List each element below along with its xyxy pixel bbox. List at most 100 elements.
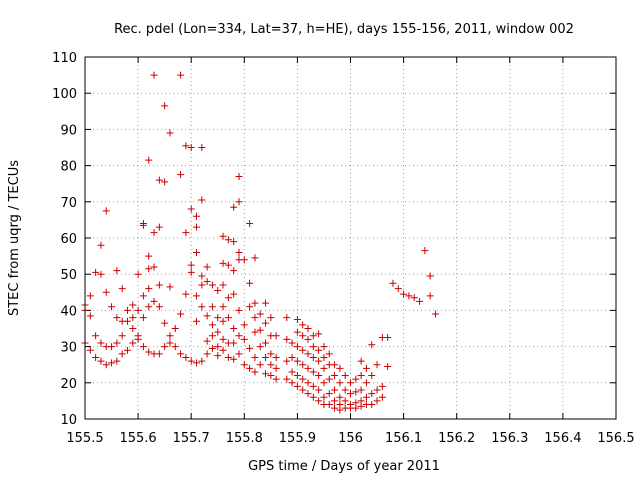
- data-point-marker: [166, 129, 174, 137]
- data-point-marker: [309, 368, 317, 376]
- data-point-marker: [315, 346, 323, 354]
- data-point-marker: [315, 397, 323, 405]
- data-point-marker: [246, 344, 254, 352]
- data-point-marker: [325, 350, 333, 358]
- data-point-marker: [113, 339, 121, 347]
- data-point-marker: [368, 341, 376, 349]
- data-point-marker: [336, 393, 344, 401]
- data-point-marker: [86, 346, 94, 354]
- data-point-marker: [145, 285, 153, 293]
- data-point-marker: [288, 353, 296, 361]
- y-axis-ticks: 10 20 30 40 50 60 70 80 90 100 110: [52, 51, 616, 428]
- data-point-marker: [304, 379, 312, 387]
- data-point-marker: [198, 281, 206, 289]
- data-point-marker: [224, 261, 232, 269]
- x-tick-label: 155.6: [119, 431, 156, 446]
- data-point-marker: [224, 294, 232, 302]
- data-point-marker: [129, 314, 137, 322]
- y-tick-label: 90: [60, 123, 77, 138]
- data-point-marker: [347, 390, 354, 398]
- data-point-marker: [150, 71, 158, 79]
- data-point-marker: [198, 144, 206, 151]
- data-point-marker: [426, 272, 434, 280]
- data-point-marker: [219, 335, 227, 343]
- data-point-marker: [102, 207, 110, 215]
- data-point-marker: [187, 261, 195, 269]
- data-point-marker: [198, 357, 206, 365]
- x-tick-label: 155.8: [226, 431, 263, 446]
- data-point-marker: [134, 270, 142, 278]
- y-tick-label: 100: [52, 87, 77, 102]
- data-point-marker: [235, 198, 243, 206]
- data-point-marker: [315, 357, 323, 365]
- data-point-marker: [246, 220, 254, 228]
- x-tick-label: 156.2: [438, 431, 475, 446]
- data-point-marker: [108, 359, 116, 367]
- data-point-marker: [240, 335, 248, 343]
- data-point-marker: [272, 353, 280, 361]
- data-point-marker: [299, 346, 307, 354]
- data-point-marker: [145, 348, 153, 356]
- data-point-marker: [177, 310, 185, 318]
- data-point-marker: [150, 263, 158, 271]
- data-point-marker: [161, 343, 169, 351]
- data-point-marker: [145, 265, 153, 273]
- x-tick-label: 156.5: [597, 431, 634, 446]
- data-point-marker: [320, 364, 328, 372]
- data-point-marker: [352, 375, 360, 383]
- data-point-marker: [336, 379, 344, 387]
- data-point-marker: [113, 314, 121, 322]
- data-point-marker: [108, 303, 116, 311]
- data-point-marker: [262, 319, 270, 327]
- x-axis-ticks: 155.5 155.6 155.7 155.8 155.9 156 156.1 156.2 15…: [66, 57, 635, 446]
- data-point-marker: [325, 390, 333, 398]
- x-tick-label: 155.9: [279, 431, 316, 446]
- data-point-marker: [320, 393, 328, 401]
- data-point-marker: [240, 321, 248, 329]
- data-point-marker: [166, 339, 174, 347]
- data-point-marker: [208, 344, 216, 352]
- data-point-marker: [118, 332, 126, 340]
- data-point-marker: [267, 372, 275, 380]
- data-point-marker: [214, 328, 222, 336]
- data-point-marker: [267, 314, 275, 322]
- data-point-marker: [293, 315, 301, 323]
- data-point-marker: [155, 303, 163, 311]
- data-point-marker: [92, 353, 100, 361]
- data-point-marker: [283, 375, 291, 383]
- data-point-marker: [145, 252, 153, 260]
- data-point-marker: [208, 321, 216, 329]
- data-point-marker: [97, 339, 105, 347]
- data-point-marker: [352, 388, 360, 396]
- data-point-marker: [161, 102, 169, 110]
- data-point-marker: [283, 357, 291, 365]
- data-point-marker: [235, 248, 243, 256]
- data-point-marker: [224, 314, 232, 322]
- data-point-marker: [267, 350, 275, 358]
- data-point-marker: [208, 332, 216, 340]
- data-point-marker: [336, 364, 344, 372]
- data-point-marker: [219, 303, 227, 311]
- data-point-marker: [187, 357, 195, 365]
- data-point-marker: [240, 361, 248, 369]
- data-point-marker: [325, 401, 333, 409]
- data-point-marker: [272, 332, 280, 340]
- x-tick-label: 156: [338, 431, 363, 446]
- data-point-marker: [193, 317, 201, 325]
- data-point-marker: [92, 332, 100, 340]
- data-point-marker: [219, 281, 227, 289]
- data-point-marker: [134, 306, 142, 314]
- y-tick-label: 40: [60, 304, 77, 319]
- data-point-marker: [293, 357, 301, 365]
- y-tick-label: 30: [60, 341, 77, 356]
- data-point-marker: [251, 368, 259, 376]
- data-point-marker: [139, 343, 147, 351]
- data-point-marker: [171, 343, 179, 351]
- data-point-marker: [331, 361, 339, 369]
- data-point-marker: [309, 332, 317, 340]
- data-point-marker: [235, 172, 243, 180]
- data-point-marker: [214, 352, 222, 360]
- data-point-marker: [288, 368, 296, 376]
- data-point-marker: [331, 404, 339, 412]
- data-point-marker: [230, 325, 238, 332]
